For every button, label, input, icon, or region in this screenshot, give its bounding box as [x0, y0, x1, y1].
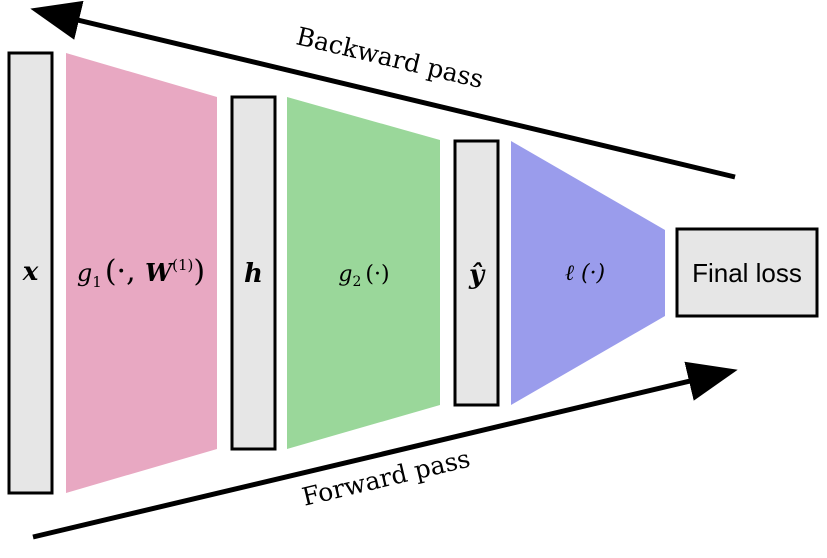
- hidden-h-box: [230, 95, 277, 451]
- g1-label: g1 (·, W(1)): [77, 254, 205, 291]
- g2-label: g2 (·): [338, 262, 389, 290]
- prediction-yhat-label: ŷ: [468, 260, 486, 290]
- backward-pass-label: Backward pass: [294, 21, 487, 94]
- final-loss-box: [675, 227, 819, 318]
- forward-arrow: [32, 361, 738, 540]
- loss-function-label: ℓ (·): [565, 261, 605, 286]
- g2-layer: [287, 97, 440, 449]
- loss-function-layer: [511, 141, 665, 405]
- g1-layer: [66, 53, 217, 493]
- final-loss-label: Final loss: [692, 258, 802, 288]
- prediction-yhat-box: [453, 139, 500, 407]
- input-x-box: [7, 51, 54, 495]
- input-x-label: x: [22, 257, 39, 287]
- backward-arrow: [30, 0, 736, 180]
- hidden-h-label: h: [244, 259, 263, 289]
